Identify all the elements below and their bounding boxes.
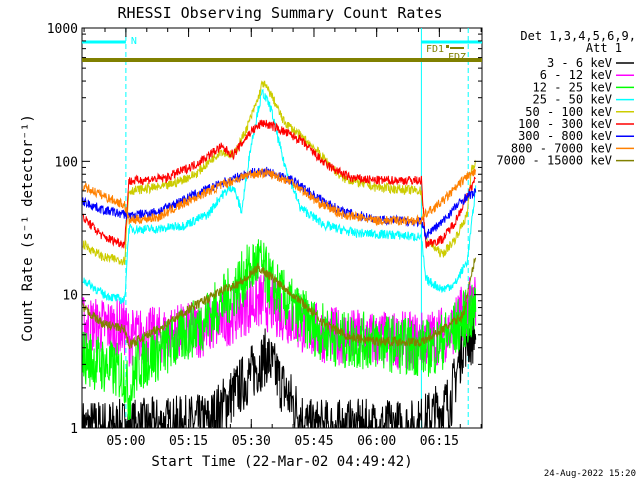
legend-entry-label: 100 - 300 keV [518,117,612,131]
y-axis: 1 10 100 1000 [47,22,482,437]
flag-label-fd1: FD1 [426,44,444,55]
legend-entry-label: 800 - 7000 keV [511,141,612,155]
chart-title: RHESSI Observing Summary Count Rates [117,4,442,22]
x-tick-label: 06:15 [420,434,459,449]
y-tick-label: 1 [70,422,78,437]
legend-entry-label: 300 - 800 keV [518,129,612,143]
series-line [82,80,477,266]
x-tick-label: 05:00 [106,434,145,449]
flag-bars: N FD1 FDZ [82,36,482,63]
x-tick-label: 05:30 [232,434,271,449]
series-line [82,119,476,249]
y-axis-label: Count Rate (s⁻¹ detector⁻¹) [20,114,36,342]
series-line [82,167,477,227]
x-tick-label: 05:45 [294,434,333,449]
footer-timestamp: 24-Aug-2022 15:20 [544,469,636,479]
legend-entry-label: 12 - 25 keV [533,80,612,94]
series-line [82,88,477,305]
legend-entry-label: 50 - 100 keV [525,105,612,119]
x-axis: 05:00 05:15 05:30 05:45 06:00 06:15 [83,28,482,449]
series-layer [82,80,477,430]
x-axis-label: Start Time (22-Mar-02 04:49:42) [151,454,412,470]
legend-header-attenuator: Att 1 [586,41,622,55]
x-tick-label: 06:00 [357,434,396,449]
legend-entry-label: 6 - 12 keV [540,68,612,82]
y-tick-label: 10 [62,289,78,304]
series-line [82,312,477,430]
flag-marker [446,45,449,48]
series-line [82,257,477,350]
legend-entry-label: 3 - 6 keV [547,56,612,70]
y-tick-label: 1000 [47,22,78,37]
legend-entry-label: 7000 - 15000 keV [496,154,612,168]
legend-entry-label: 25 - 50 keV [533,93,612,107]
legend-header-detectors: Det 1,3,4,5,6,9, [520,29,636,43]
y-tick-label: 100 [55,155,78,170]
flag-label-night: N [131,36,137,47]
series-line [82,239,477,421]
x-tick-label: 05:15 [169,434,208,449]
plot-frame [81,27,483,429]
flag-label-fdz: FDZ [448,52,466,63]
